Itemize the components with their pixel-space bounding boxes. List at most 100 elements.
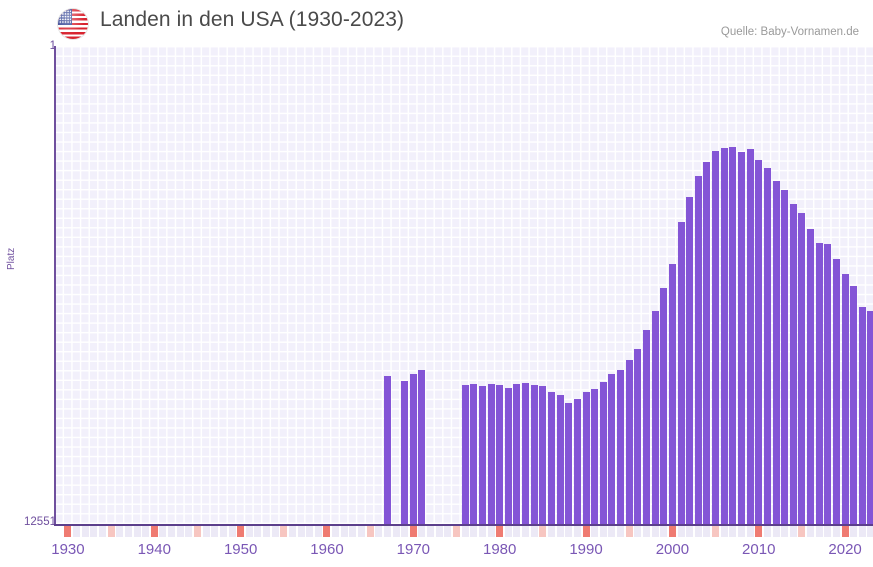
bar <box>660 288 668 524</box>
x-tick <box>772 526 780 537</box>
x-axis-label: 1940 <box>137 541 171 558</box>
x-tick-major <box>409 526 417 537</box>
bar <box>539 386 547 524</box>
x-axis-label: 1930 <box>51 541 85 558</box>
x-tick <box>306 526 314 537</box>
x-tick-minor <box>798 526 806 537</box>
bar <box>798 213 806 524</box>
x-tick-major <box>323 526 331 537</box>
x-axis-label: 1980 <box>482 541 517 558</box>
us-flag-icon <box>58 9 88 39</box>
x-tick <box>573 526 581 537</box>
x-tick <box>591 526 599 537</box>
x-tick <box>867 526 873 537</box>
bar <box>573 399 581 524</box>
x-tick <box>694 526 702 537</box>
x-tick <box>815 526 823 537</box>
bar <box>755 160 763 524</box>
bar <box>617 370 625 524</box>
x-tick <box>297 526 305 537</box>
x-tick <box>383 526 391 537</box>
x-tick <box>608 526 616 537</box>
x-tick <box>288 526 296 537</box>
bar <box>841 274 849 524</box>
x-tick-minor <box>539 526 547 537</box>
x-tick <box>737 526 745 537</box>
bar <box>686 197 694 524</box>
x-tick <box>807 526 815 537</box>
x-tick <box>444 526 452 537</box>
x-tick-major <box>237 526 245 537</box>
x-tick-minor <box>280 526 288 537</box>
x-tick <box>245 526 253 537</box>
x-tick <box>427 526 435 537</box>
x-tick <box>461 526 469 537</box>
flag-canton <box>58 9 72 25</box>
bar <box>461 385 469 524</box>
bar-series <box>55 47 873 524</box>
x-tick <box>720 526 728 537</box>
bar <box>858 307 866 524</box>
x-tick <box>202 526 210 537</box>
x-tick <box>358 526 366 537</box>
x-tick <box>556 526 564 537</box>
x-tick <box>547 526 555 537</box>
x-tick-minor <box>107 526 115 537</box>
x-axis-tick-labels: 1930 1940 1950 1960 1970 1980 1990 2000 2010 2020 <box>0 541 873 567</box>
x-tick <box>185 526 193 537</box>
x-tick <box>90 526 98 537</box>
bar <box>772 181 780 524</box>
x-tick <box>781 526 789 537</box>
bar <box>651 311 659 524</box>
x-axis-line <box>54 524 873 526</box>
x-tick <box>850 526 858 537</box>
x-tick <box>176 526 184 537</box>
x-tick <box>504 526 512 537</box>
x-tick <box>168 526 176 537</box>
x-tick <box>98 526 106 537</box>
x-tick <box>642 526 650 537</box>
x-tick <box>513 526 521 537</box>
y-axis-tick-top: 1 <box>49 40 56 52</box>
bar <box>815 243 823 524</box>
x-tick <box>332 526 340 537</box>
x-tick <box>159 526 167 537</box>
x-axis-label: 1960 <box>310 541 344 558</box>
x-tick <box>401 526 409 537</box>
plot-area <box>55 47 873 524</box>
x-axis-label: 2020 <box>828 541 862 558</box>
x-tick <box>349 526 357 537</box>
bar <box>513 384 521 524</box>
bar <box>530 385 538 524</box>
bar <box>634 349 642 524</box>
x-tick-minor <box>625 526 633 537</box>
bar <box>556 395 564 524</box>
x-tick <box>599 526 607 537</box>
bar <box>703 162 711 524</box>
x-tick-minor <box>193 526 201 537</box>
x-tick <box>763 526 771 537</box>
x-tick-major <box>668 526 676 537</box>
bar <box>737 152 745 524</box>
bar <box>832 259 840 524</box>
y-axis-tick-bottom: 12551 <box>24 516 56 528</box>
x-tick <box>565 526 573 537</box>
x-tick-major <box>64 526 72 537</box>
x-tick <box>340 526 348 537</box>
x-tick <box>634 526 642 537</box>
x-axis-label: 2010 <box>742 541 776 558</box>
x-tick <box>219 526 227 537</box>
x-tick <box>375 526 383 537</box>
x-tick <box>686 526 694 537</box>
bar <box>781 190 789 524</box>
x-tick <box>73 526 81 537</box>
bar <box>487 384 495 524</box>
bar <box>763 168 771 524</box>
x-tick <box>271 526 279 537</box>
bar <box>504 388 512 524</box>
bar <box>478 386 486 524</box>
x-tick <box>789 526 797 537</box>
x-tick <box>142 526 150 537</box>
bar <box>547 392 555 524</box>
bar <box>625 360 633 524</box>
